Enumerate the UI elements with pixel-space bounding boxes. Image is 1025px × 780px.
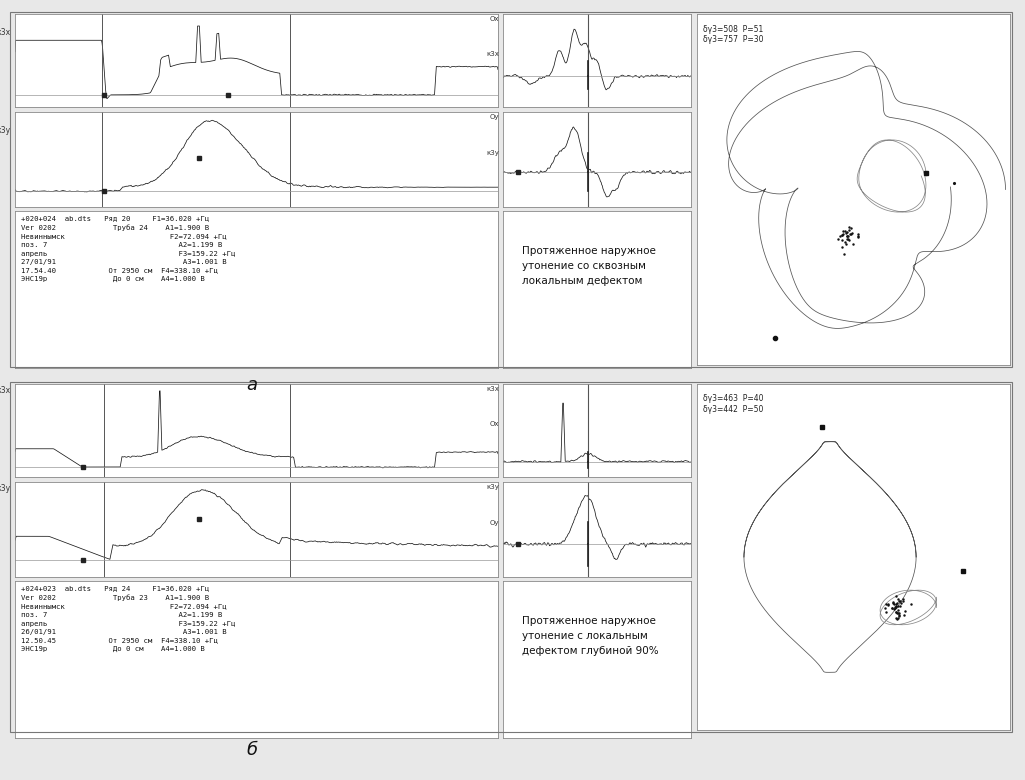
Text: а: а — [246, 376, 257, 394]
Text: к3х: к3х — [487, 51, 499, 57]
Text: Оу: Оу — [490, 114, 499, 120]
Text: +024+023  ab.dts   Ряд 24     F1=36.020 +Гц
Ver 0202             Труба 23    A1=: +024+023 ab.dts Ряд 24 F1=36.020 +Гц Ver… — [20, 586, 235, 652]
Text: к3х: к3х — [487, 386, 499, 392]
Text: δγ3=508  P=51
δγ3=757  P=30: δγ3=508 P=51 δγ3=757 P=30 — [703, 24, 764, 44]
Text: к3у: к3у — [487, 150, 499, 156]
Text: Оу: Оу — [490, 520, 499, 526]
Text: Ох: Ох — [490, 421, 499, 427]
Text: +020+024  ab.dts   Ряд 20     F1=36.020 +Гц
Ver 0202             Труба 24    A1=: +020+024 ab.dts Ряд 20 F1=36.020 +Гц Ver… — [20, 216, 235, 282]
Text: δγ3=463  P=40
δγ3=442  P=50: δγ3=463 P=40 δγ3=442 P=50 — [703, 395, 764, 413]
Text: к3х: к3х — [0, 386, 10, 395]
Text: к3у: к3у — [487, 484, 499, 490]
Text: к3у: к3у — [0, 126, 10, 135]
Text: Протяженное наружное
утонение со сквозным
локальным дефектом: Протяженное наружное утонение со сквозны… — [522, 246, 656, 285]
Text: б: б — [246, 741, 257, 759]
Text: Ох: Ох — [490, 16, 499, 22]
Text: к3у: к3у — [0, 484, 10, 493]
Text: к3х: к3х — [0, 28, 10, 37]
Text: Протяженное наружное
утонение с локальным
дефектом глубиной 90%: Протяженное наружное утонение с локальны… — [522, 616, 658, 656]
